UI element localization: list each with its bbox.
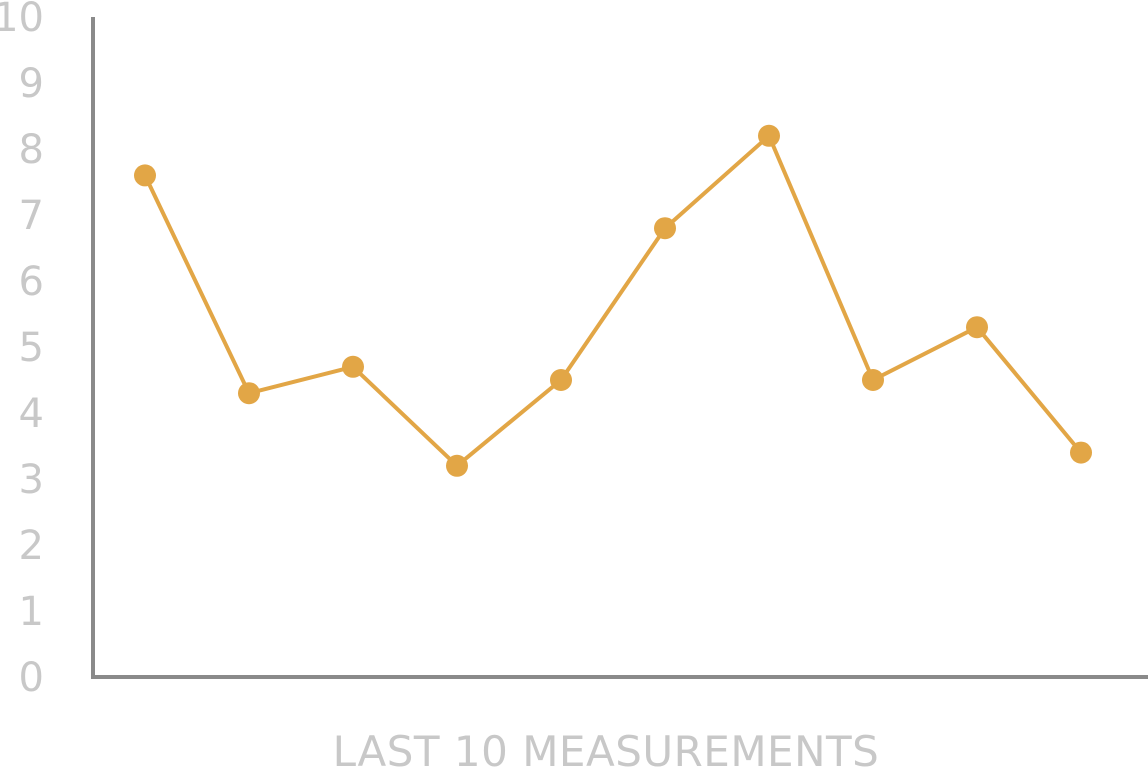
data-point (342, 355, 364, 378)
y-tick-label: 0 (19, 655, 44, 701)
y-tick-label: 10 (0, 0, 44, 41)
y-tick-label: 2 (19, 523, 44, 569)
y-tick-label: 8 (19, 127, 44, 173)
y-tick-label: 6 (19, 259, 44, 305)
data-point (1070, 441, 1092, 464)
data-point (446, 454, 468, 477)
data-point (654, 217, 676, 240)
series-layer (134, 124, 1092, 477)
y-tick-label: 1 (19, 589, 44, 635)
data-point (134, 164, 156, 187)
series-line (143, 133, 1083, 468)
data-point (862, 369, 884, 391)
y-tick-label: 9 (19, 61, 44, 107)
data-point (238, 382, 260, 405)
y-tick-label: 7 (19, 193, 44, 239)
y-axis-ticks: 0 1 2 3 4 5 6 7 8 9 10 (0, 0, 44, 701)
data-point (758, 124, 780, 147)
x-axis-title: LAST 10 MEASUREMENTS (333, 727, 880, 776)
y-tick-label: 4 (19, 391, 44, 437)
y-tick-label: 3 (19, 457, 44, 503)
data-point (966, 316, 988, 339)
data-point (550, 369, 572, 391)
y-tick-label: 5 (19, 325, 44, 371)
